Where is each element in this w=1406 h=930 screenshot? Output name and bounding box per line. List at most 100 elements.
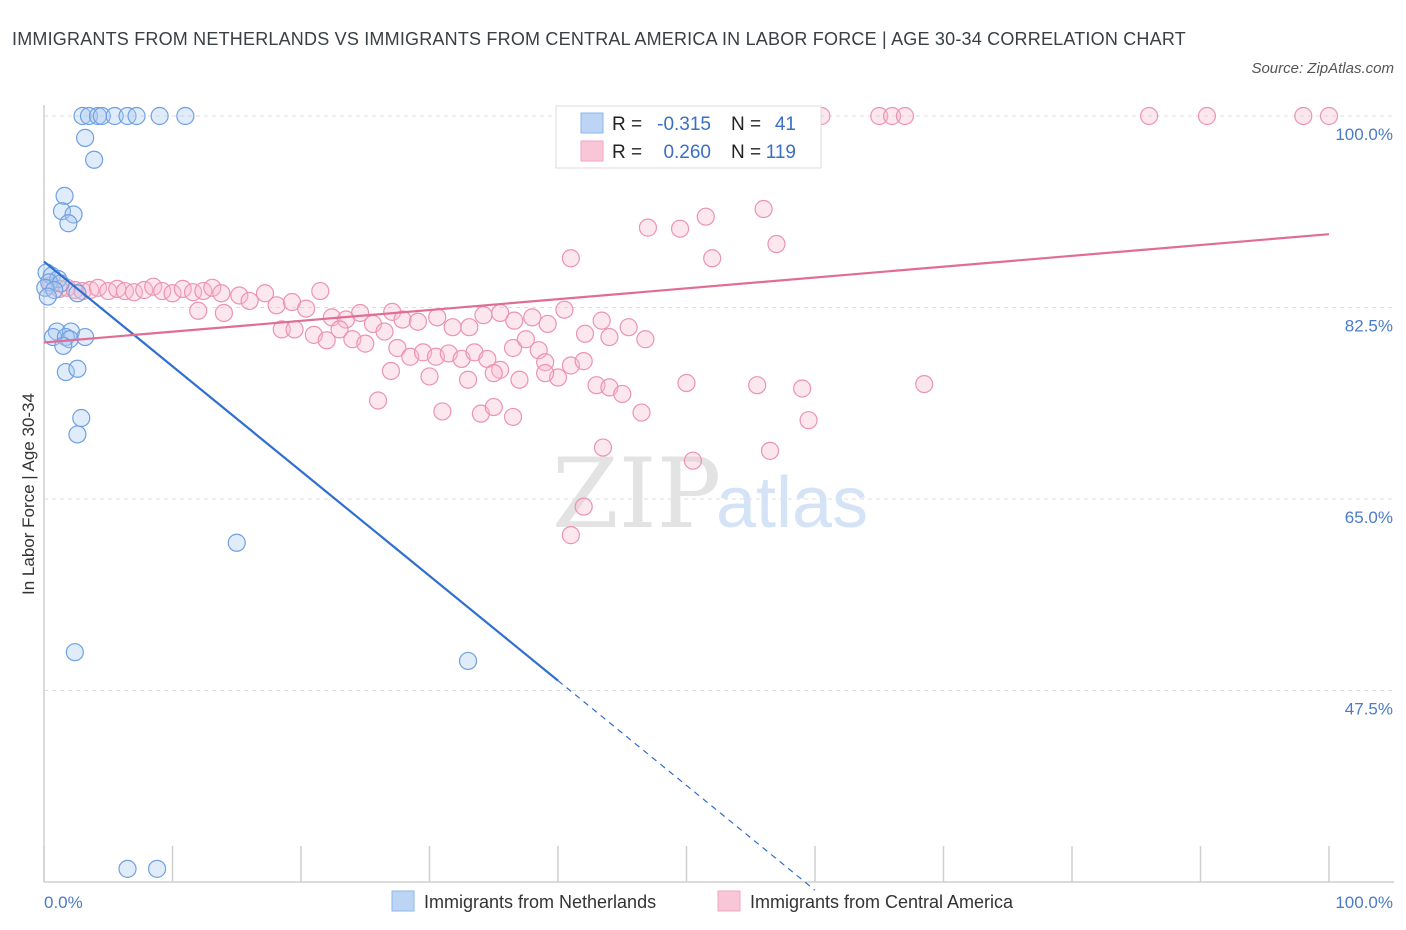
central-america-point: [1197, 106, 1217, 126]
central-america-point: [561, 249, 580, 268]
legend: Immigrants from Netherlands Immigrants f…: [391, 890, 1014, 912]
netherlands-point: [147, 859, 167, 878]
netherlands-point: [150, 106, 169, 126]
y-axis-label: In Labor Force | Age 30-34: [19, 393, 38, 595]
stats-box: R = -0.315 N = 41 R = 0.260 N = 119: [555, 105, 822, 169]
stats-r-value-2: 0.260: [663, 142, 711, 163]
stats-r-value-1: -0.315: [657, 114, 711, 135]
central-america-point: [240, 291, 259, 311]
central-america-point: [523, 308, 542, 327]
central-america-point: [388, 338, 407, 358]
central-america-point: [1319, 106, 1339, 126]
central-america-point: [793, 379, 812, 398]
y-tick-label: 65.0%: [1345, 508, 1393, 527]
legend-label-central-america: Immigrants from Central America: [750, 892, 1014, 912]
legend-swatch-central-america: [717, 890, 741, 912]
central-america-point: [505, 311, 524, 330]
central-america-point: [189, 301, 208, 320]
central-america-point: [619, 318, 638, 337]
x-axis-ticks: [43, 846, 1330, 882]
netherlands-point: [68, 359, 87, 378]
stats-swatch-central-america: [580, 140, 604, 162]
netherlands-point: [127, 106, 146, 126]
central-america-point: [297, 299, 316, 318]
y-axis-tick-labels: 100.0% 82.5% 65.0% 47.5%: [1335, 125, 1393, 719]
central-america-point: [703, 249, 722, 268]
central-america-point: [503, 407, 523, 427]
central-america-trend-line: [43, 233, 1330, 344]
central-america-point: [433, 402, 452, 421]
central-america-point: [638, 218, 658, 237]
netherlands-point: [458, 651, 478, 671]
watermark: ZIP atlas: [552, 438, 868, 550]
central-america-point: [677, 373, 696, 393]
netherlands-point: [176, 106, 195, 126]
central-america-point: [613, 384, 632, 404]
netherlands-trend-line: [43, 260, 559, 682]
central-america-point: [536, 364, 555, 383]
central-america-point: [484, 397, 503, 417]
netherlands-point: [73, 106, 92, 126]
central-america-point: [408, 312, 428, 331]
chart-source: Source: ZipAtlas.com: [1251, 60, 1394, 77]
central-america-point: [212, 284, 231, 303]
x-tick-label-right: 100.0%: [1335, 893, 1393, 912]
netherlands-point: [38, 287, 57, 306]
central-america-point: [173, 279, 192, 298]
central-america-point: [636, 330, 655, 349]
netherlands-point: [92, 106, 111, 126]
central-america-point: [381, 361, 401, 381]
central-america-point: [882, 106, 902, 126]
watermark-atlas: atlas: [716, 463, 868, 543]
netherlands-point: [59, 214, 78, 233]
legend-label-netherlands: Immigrants from Netherlands: [424, 892, 656, 912]
netherlands-point: [55, 186, 74, 205]
central-america-point: [600, 327, 619, 347]
central-america-point: [88, 278, 108, 297]
series-central-america-points: [41, 106, 1339, 545]
central-america-point: [574, 352, 593, 371]
stats-n-value-1: 41: [775, 114, 796, 135]
central-america-point: [255, 284, 275, 303]
central-america-point: [561, 526, 580, 545]
central-america-point: [632, 403, 651, 422]
central-america-point: [163, 284, 182, 303]
netherlands-point: [118, 859, 137, 878]
grid-lines: [44, 115, 1394, 691]
netherlands-point: [72, 408, 91, 428]
netherlands-point: [76, 128, 95, 147]
netherlands-point: [76, 327, 95, 347]
central-america-point: [915, 375, 934, 394]
central-america-point: [1294, 106, 1313, 126]
central-america-point: [460, 318, 479, 337]
central-america-point: [895, 106, 915, 126]
y-tick-label: 47.5%: [1345, 700, 1393, 719]
central-america-point: [458, 370, 478, 389]
netherlands-trend-extension: [557, 680, 816, 891]
x-tick-label-left: 0.0%: [44, 893, 83, 912]
netherlands-point: [64, 205, 83, 224]
central-america-point: [420, 367, 439, 386]
netherlands-point: [65, 643, 84, 662]
central-america-point: [317, 331, 336, 350]
stats-n-label-1: N =: [731, 114, 761, 135]
central-america-point: [311, 281, 330, 301]
stats-swatch-netherlands: [580, 112, 604, 134]
central-america-point: [144, 277, 163, 296]
central-america-point: [369, 391, 388, 410]
y-tick-label: 82.5%: [1345, 317, 1393, 336]
central-america-point: [696, 207, 715, 226]
central-america-point: [683, 451, 703, 470]
central-america-point: [214, 303, 233, 323]
netherlands-point: [68, 425, 87, 444]
central-america-point: [592, 311, 611, 330]
netherlands-point: [56, 362, 75, 382]
central-america-point: [375, 322, 394, 341]
central-america-point: [538, 314, 557, 334]
netherlands-point: [227, 533, 246, 552]
netherlands-point: [85, 150, 104, 169]
series-netherlands-points: [36, 106, 478, 878]
central-america-point: [799, 411, 818, 430]
central-america-point: [670, 219, 690, 238]
